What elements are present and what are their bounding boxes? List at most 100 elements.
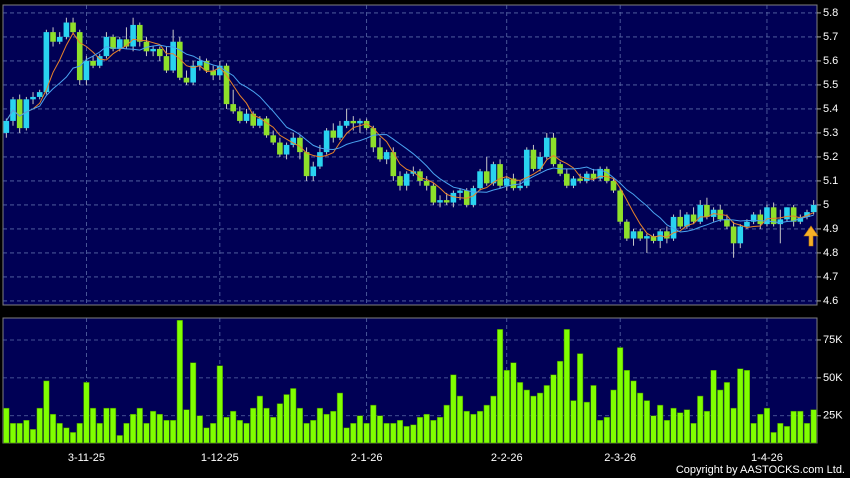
candle-body <box>630 231 637 239</box>
candle-body <box>397 176 403 186</box>
y-tick-label: 4.9 <box>823 223 838 235</box>
candle-body <box>230 104 236 112</box>
volume-bar <box>383 423 390 444</box>
candle-body <box>443 200 450 203</box>
volume-bar <box>803 423 811 444</box>
candle-body <box>590 173 597 179</box>
candle-body <box>177 41 183 78</box>
volume-bar <box>463 410 470 444</box>
volume-bar <box>83 382 90 444</box>
volume-bar <box>577 353 584 444</box>
candle-body <box>664 231 670 239</box>
candle-body <box>543 137 550 157</box>
candle-body <box>197 60 203 66</box>
volume-bar <box>343 427 350 444</box>
candle-body <box>650 236 657 241</box>
volume-bar <box>56 423 63 444</box>
y-tick-label: 5 <box>823 199 829 211</box>
candle-body <box>430 185 437 203</box>
volume-bar <box>443 404 450 444</box>
candle-body <box>670 216 677 239</box>
x-tick-label: 2-2-26 <box>491 452 523 464</box>
candle-body <box>390 152 397 177</box>
volume-bar <box>790 410 797 444</box>
volume-bar <box>523 389 530 444</box>
candle-body <box>450 192 457 203</box>
candle-body <box>770 207 777 225</box>
volume-bar <box>737 368 744 444</box>
volume-bar <box>430 420 437 444</box>
volume-bar <box>683 409 690 444</box>
volume-bar <box>777 423 784 444</box>
candle-body <box>56 36 63 42</box>
x-tick-label: 1-12-25 <box>201 452 239 464</box>
volume-bar <box>517 382 524 444</box>
candle-body <box>604 168 610 181</box>
candle-body <box>730 226 737 244</box>
y-tick-label: 4.8 <box>823 247 838 259</box>
volume-bar <box>503 370 510 444</box>
candle-body <box>83 60 90 81</box>
volume-bar <box>630 380 637 444</box>
candle-body <box>477 171 483 189</box>
volume-bar <box>130 413 137 444</box>
volume-bar <box>643 400 650 444</box>
candle-body <box>130 24 136 47</box>
volume-bar <box>657 404 664 444</box>
arrow-icon <box>803 225 819 247</box>
candle-body <box>76 32 83 81</box>
volume-bar <box>196 415 203 444</box>
volume-bar <box>697 395 704 444</box>
volume-bar <box>270 416 277 444</box>
candle-body <box>350 120 357 124</box>
volume-bar <box>597 420 604 444</box>
y-tick-label: 5.5 <box>823 79 838 91</box>
volume-bar <box>450 374 457 444</box>
candle-body <box>690 214 697 222</box>
volume-bar <box>436 416 444 444</box>
candle-body <box>156 48 163 57</box>
y-tick-label: 5.2 <box>823 151 838 163</box>
volume-bar <box>543 385 550 444</box>
plot-layer: 3-11-25 1-12-25 2-1-26 2-2-26 2-3-26 1-4-26 4.… <box>3 5 843 464</box>
candle-body <box>310 166 317 177</box>
candle-body <box>36 92 43 97</box>
volume-bar <box>350 423 357 444</box>
volume-bar <box>770 432 777 444</box>
volume-bar <box>243 423 250 444</box>
volume-bar <box>670 407 677 444</box>
volume-bar <box>156 413 163 444</box>
volume-bar <box>390 423 397 444</box>
candle-body <box>483 171 490 184</box>
candle-body <box>90 60 96 66</box>
y-tick-label: 5.6 <box>823 55 838 67</box>
candle-body <box>644 236 650 239</box>
candle-body <box>383 152 390 160</box>
candle-body <box>143 41 150 52</box>
candle-body <box>110 36 116 49</box>
candle-body <box>170 41 176 71</box>
volume-bar <box>470 413 477 444</box>
y-tick-label: 5.1 <box>823 175 838 187</box>
y-tick-label: 75K <box>823 334 843 346</box>
volume-bar <box>70 432 77 444</box>
volume-bar <box>323 413 330 444</box>
candle-body <box>457 190 463 193</box>
candle-body <box>503 178 510 186</box>
candle-body <box>377 147 383 160</box>
volume-bar <box>90 407 97 444</box>
candle-body <box>357 120 363 124</box>
candle-body <box>63 22 70 37</box>
volume-bar <box>136 407 143 444</box>
volume-bar <box>456 395 464 444</box>
candle-body <box>330 130 337 138</box>
x-tick-label: 1-4-26 <box>751 452 783 464</box>
candle-body <box>150 48 156 52</box>
candle-body <box>190 65 196 83</box>
candle-body <box>303 152 310 177</box>
volume-bar <box>483 404 490 444</box>
volume-bar <box>303 423 310 444</box>
volume-bar <box>663 420 670 444</box>
copyright: Copyright by AASTOCKS.com Ltd. <box>676 464 845 476</box>
